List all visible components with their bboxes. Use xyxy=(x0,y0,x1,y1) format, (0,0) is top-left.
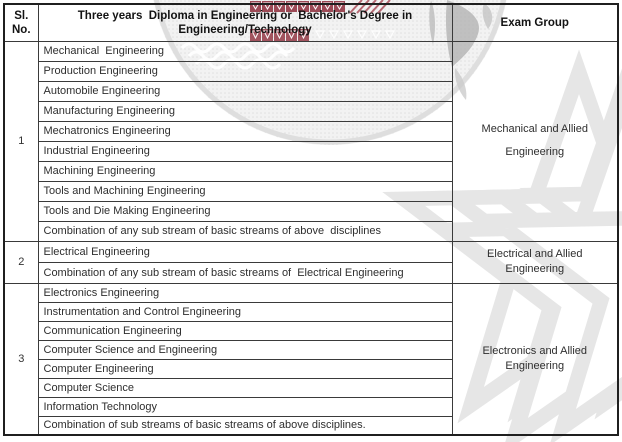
exam-group-cell: Electronics and Allied Engineering xyxy=(451,282,619,436)
table-row: Communication Engineering xyxy=(4,320,618,341)
table-row: Combination of sub streams of basic stre… xyxy=(4,415,618,436)
sl-no-cell: 1 xyxy=(3,40,39,242)
subject-cell: Computer Science and Engineering xyxy=(37,339,453,360)
qualification-table: Sl. No. Three years Diploma in Engineeri… xyxy=(3,3,619,436)
subject-cell: Industrial Engineering xyxy=(37,140,453,162)
header-line: Three years Diploma in Engineering or Ba… xyxy=(77,9,413,22)
col-header-qualification: Three years Diploma in Engineering or Ba… xyxy=(37,3,453,42)
subject-cell: Electrical Engineering xyxy=(37,240,453,263)
sl-no-cell: 2 xyxy=(3,240,39,284)
exam-group-cell: Electrical and Allied Engineering xyxy=(451,240,619,284)
subject-cell: Tools and Die Making Engineering xyxy=(37,200,453,222)
subject-cell: Communication Engineering xyxy=(37,320,453,341)
exam-group-line: Electrical and Allied xyxy=(487,248,583,260)
subject-cell: Production Engineering xyxy=(37,60,453,82)
exam-group-line: Engineering xyxy=(505,359,565,372)
table-row: 1 Mechanical Engineering Mechanical and Al… xyxy=(3,40,619,242)
sl-no-cell: 3 xyxy=(3,282,39,436)
table-row: Combination of any sub stream of basic s… xyxy=(4,261,618,284)
table-row: Instrumentation and Control Engineering xyxy=(4,301,618,322)
table-row: Tools and Machining Engineering xyxy=(4,180,618,202)
subject-cell: Machining Engineering xyxy=(37,160,453,182)
subject-cell: Computer Science xyxy=(37,377,453,398)
subject-cell: Automobile Engineering xyxy=(37,80,453,102)
subject-cell: Combination of sub streams of basic stre… xyxy=(37,415,453,436)
table-row: 3 Electronics Engineering Electronics and … xyxy=(3,282,619,436)
subject-cell: Computer Engineering xyxy=(37,358,453,379)
subject-cell: Electronics Engineering xyxy=(37,282,453,303)
header-line: No. xyxy=(11,23,31,36)
table-row: Tools and Die Making Engineering xyxy=(4,200,618,222)
subject-cell: Mechatronics Engineering xyxy=(37,120,453,142)
subject-cell: Information Technology xyxy=(37,396,453,417)
col-header-exam-group: Exam Group xyxy=(451,3,619,42)
subject-cell: Manufacturing Engineering xyxy=(37,100,453,122)
header-line: Engineering/Technology xyxy=(178,23,312,36)
exam-group-line: Electronics and Allied xyxy=(482,344,588,357)
header-line: Exam Group xyxy=(500,16,569,29)
exam-group-line: Mechanical and Allied xyxy=(481,123,588,135)
subject-cell: Combination of any sub stream of basic s… xyxy=(37,220,453,242)
subject-cell: Mechanical Engineering xyxy=(37,40,453,62)
subject-cell: Instrumentation and Control Engineering xyxy=(37,301,453,322)
table-header: Sl. No. Three years Diploma in Engineeri… xyxy=(3,3,619,42)
exam-group-cell: Mechanical and Allied Engineering xyxy=(451,40,619,242)
table-row: Production Engineering xyxy=(4,60,618,82)
exam-group-line: Engineering xyxy=(505,146,565,158)
table-row: 2 Electrical Engineering Electrical and Al… xyxy=(3,240,619,284)
subject-cell: Combination of any sub stream of basic s… xyxy=(37,261,453,284)
subject-cell: Tools and Machining Engineering xyxy=(37,180,453,202)
header-row: Sl. No. Three years Diploma in Engineeri… xyxy=(3,3,619,42)
table-body: 1 Mechanical Engineering Mechanical and Al… xyxy=(3,40,619,436)
col-header-sl-no: Sl. No. xyxy=(3,3,39,42)
header-line: Sl. xyxy=(14,9,29,22)
exam-group-line: Engineering xyxy=(505,263,565,275)
